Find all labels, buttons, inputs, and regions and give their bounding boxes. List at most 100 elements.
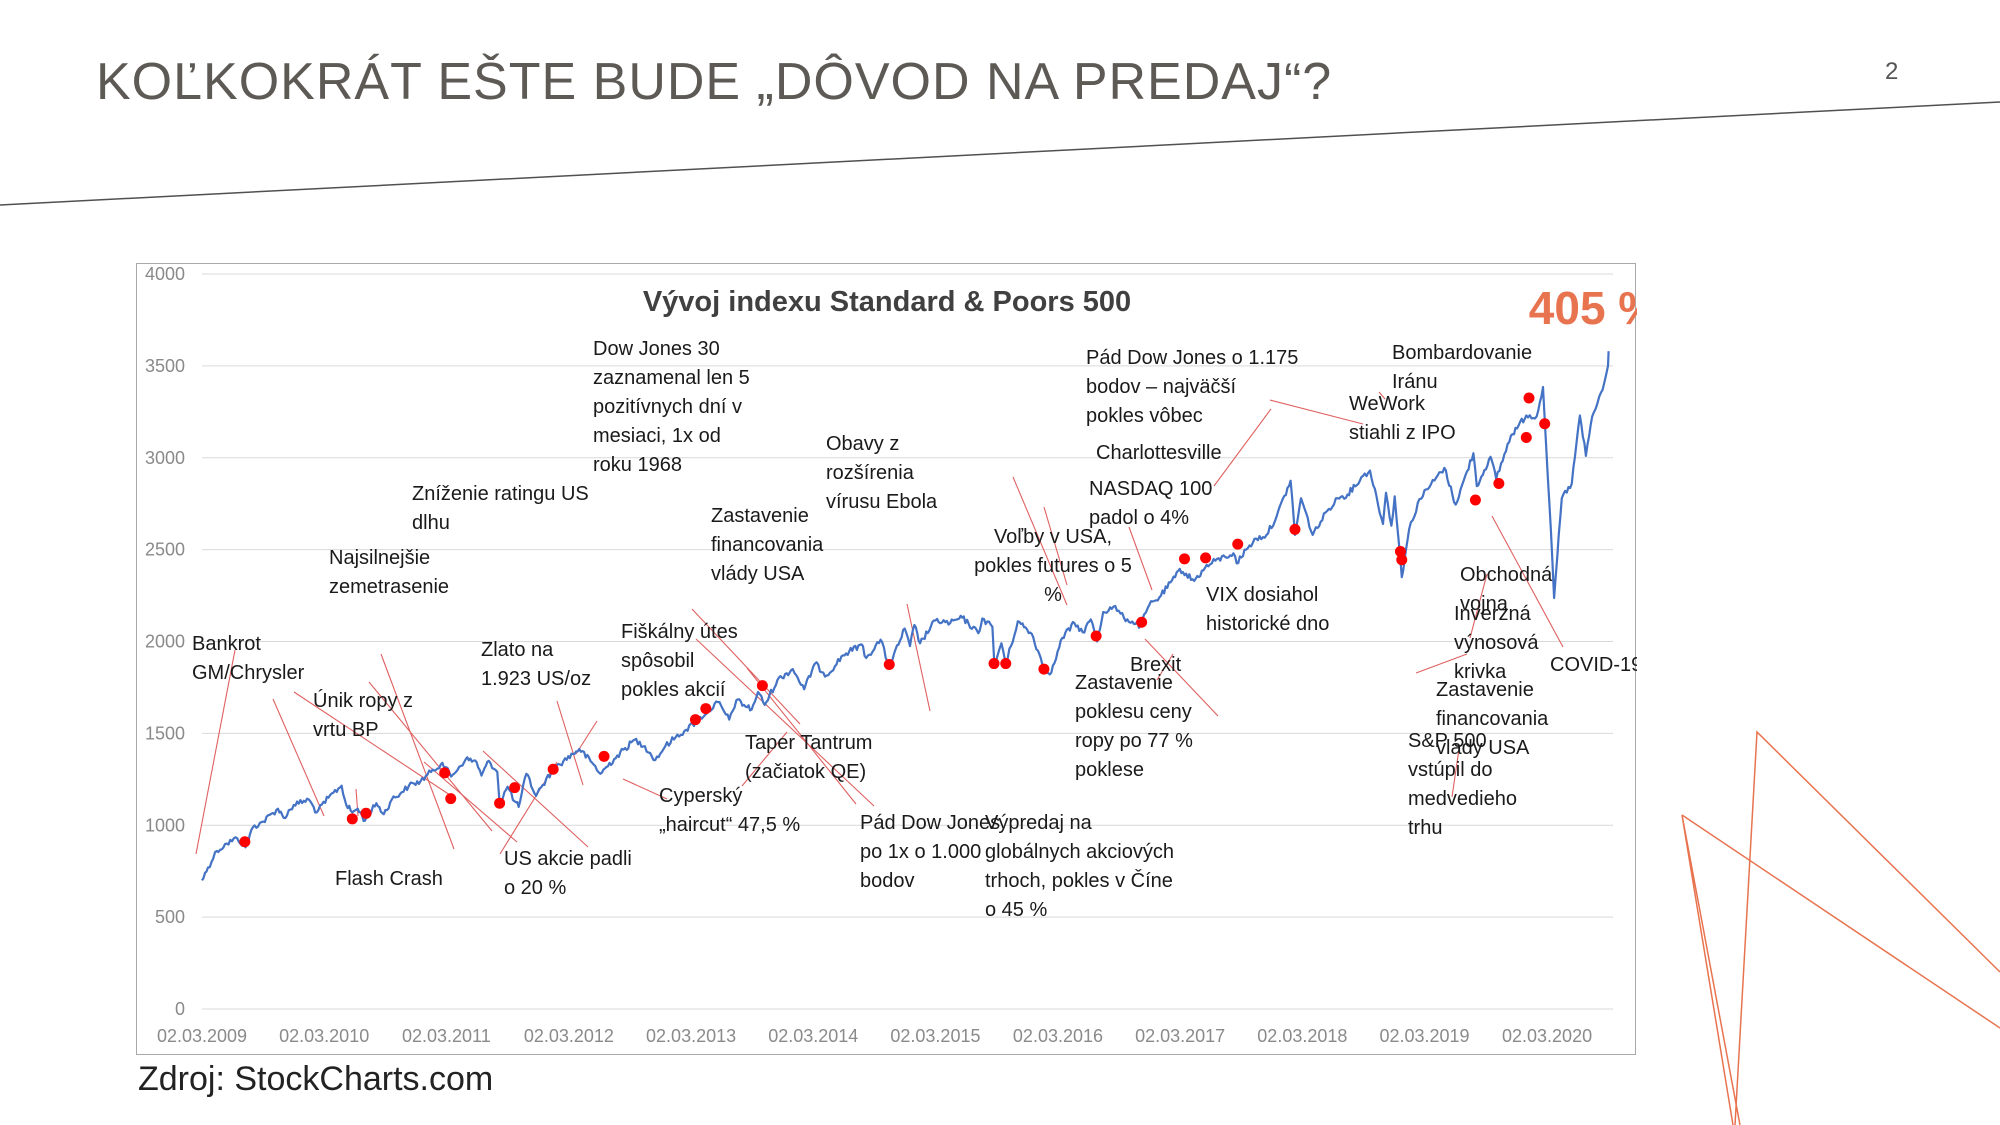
x-tick-label: 02.03.2018 — [1257, 1026, 1347, 1046]
sp500-series-line — [201, 351, 1610, 882]
sp500-chart: 0 500 1000 1500 2000 2500 3000 3500 4000 02.03.2… — [145, 264, 1637, 1046]
annotation-line: vlády USA — [1436, 737, 1530, 759]
annotation-line: financovania — [711, 534, 824, 556]
event-marker — [360, 807, 372, 819]
annotation-leader-line — [355, 788, 359, 817]
annotation-label: Výpredaj na globálnych akciových trhoch, p… — [985, 812, 1174, 921]
event-marker — [598, 750, 610, 762]
y-tick-label: 3000 — [145, 448, 185, 468]
event-marker — [439, 767, 451, 779]
event-marker — [1038, 663, 1050, 675]
decorative-zigzag-line-2 — [1734, 730, 2000, 1125]
event-marker — [547, 763, 559, 775]
annotation-line: Brexit — [1130, 654, 1182, 676]
event-marker — [1136, 616, 1148, 628]
annotation-label: Flash Crash — [335, 868, 443, 890]
annotation-leader-line — [746, 667, 857, 805]
x-tick-label: 02.03.2019 — [1379, 1026, 1469, 1046]
annotation-label: Bombardovanie Iránu — [1392, 342, 1532, 393]
annotation-line: pokles akcií — [621, 679, 726, 701]
event-marker — [883, 658, 895, 670]
annotation-line: rozšírenia — [826, 462, 915, 484]
event-marker — [1539, 418, 1551, 430]
annotation-line: % — [1044, 584, 1062, 606]
x-tick-label: 02.03.2015 — [890, 1026, 980, 1046]
annotation-line: WeWork — [1349, 393, 1426, 415]
annotation-leader-line — [1269, 399, 1364, 425]
event-marker — [756, 680, 768, 692]
annotation-leader-line — [1469, 573, 1488, 639]
annotation-line: o 45 % — [985, 899, 1047, 921]
event-marker — [445, 793, 457, 805]
annotation-leader-line — [1012, 476, 1068, 606]
annotation-line: pozitívnych dní v — [593, 396, 742, 418]
annotation-line: ropy po 77 % — [1075, 730, 1193, 752]
x-tick-label: 02.03.2014 — [768, 1026, 858, 1046]
annotation-line: US akcie padli — [504, 848, 632, 870]
annotation-line: (začiatok QE) — [745, 761, 866, 783]
event-marker — [1394, 545, 1406, 557]
annotation-line: dlhu — [412, 512, 450, 534]
grid-layer — [202, 273, 1613, 1010]
annotation-line: COVID-19 — [1550, 654, 1637, 676]
annotation-line: poklese — [1075, 759, 1144, 781]
annotation-leader-line — [695, 638, 875, 807]
annotation-line: Dow Jones 30 — [593, 338, 720, 360]
annotation-label: Pád Dow Jones po 1x o 1.000 bodov — [860, 812, 1000, 892]
x-tick-label: 02.03.2017 — [1135, 1026, 1225, 1046]
annotation-label: Taper Tantrum (začiatok QE) — [745, 732, 872, 783]
annotation-line: VIX dosiahol — [1206, 584, 1318, 606]
annotation-leader-line — [380, 653, 455, 850]
annotation-label: S&P 500 vstúpil do medvedieho trhu — [1408, 730, 1517, 839]
annotation-line: NASDAQ 100 — [1089, 478, 1212, 500]
annotation-label: Dow Jones 30 zaznamenal len 5 pozitívnych … — [593, 338, 750, 476]
annotation-line: Inverzná — [1454, 603, 1532, 625]
annotation-line: Bombardovanie — [1392, 342, 1532, 364]
annotation-line: bodov – najväčší — [1086, 376, 1237, 398]
x-tick-label: 02.03.2020 — [1502, 1026, 1592, 1046]
annotation-label: Zastavenie financovania vlády USA — [711, 505, 824, 585]
annotation-line: mesiaci, 1x od — [593, 425, 721, 447]
annotation-label: Zníženie ratingu US dlhu — [412, 483, 589, 534]
x-tick-label: 02.03.2010 — [279, 1026, 369, 1046]
y-axis-ticks: 0 500 1000 1500 2000 2500 3000 3500 4000 — [145, 264, 185, 1019]
annotation-line: Zlato na — [481, 639, 554, 661]
annotation-leader-line — [622, 778, 668, 800]
x-tick-label: 02.03.2012 — [524, 1026, 614, 1046]
x-tick-label: 02.03.2011 — [402, 1026, 491, 1046]
annotation-line: Pád Dow Jones — [860, 812, 1000, 834]
annotation-line: pokles futures o 5 — [974, 555, 1132, 577]
event-marker — [1232, 538, 1244, 550]
event-marker — [1090, 630, 1102, 642]
annotation-line: trhu — [1408, 817, 1442, 839]
annotation-label: Obavy z rozšírenia vírusu Ebola — [826, 433, 938, 513]
annotation-line: historické dno — [1206, 613, 1329, 635]
annotation-line: Obchodná — [1460, 564, 1553, 586]
annotation-leader-line — [556, 700, 584, 786]
annotation-label: Fiškálny útes spôsobil pokles akcií — [621, 621, 738, 701]
annotation-line: GM/Chrysler — [192, 662, 305, 684]
event-marker — [689, 714, 701, 726]
annotation-label: NASDAQ 100 padol o 4% — [1089, 478, 1212, 529]
annotation-label: Inverzná výnosová krivka — [1454, 603, 1539, 683]
event-marker — [1200, 552, 1212, 564]
annotation-line: bodov — [860, 870, 915, 892]
annotation-line: pokles vôbec — [1086, 405, 1203, 427]
y-tick-label: 500 — [155, 907, 185, 927]
annotation-leader-line — [1213, 408, 1272, 487]
event-marker — [509, 782, 521, 794]
y-tick-label: 1000 — [145, 815, 185, 835]
annotation-line: Obavy z — [826, 433, 899, 455]
annotation-leader-line — [1144, 638, 1219, 717]
event-marker — [346, 813, 358, 825]
annotation-label: Zlato na 1.923 US/oz — [481, 639, 591, 690]
event-markers — [239, 392, 1551, 848]
annotation-line: vojna — [1460, 593, 1509, 615]
annotation-leader-line — [272, 698, 325, 817]
x-tick-label: 02.03.2016 — [1013, 1026, 1103, 1046]
annotation-label: COVID-19 — [1550, 654, 1637, 676]
chart-title: Vývoj indexu Standard & Poors 500 — [643, 286, 1131, 318]
x-tick-label: 02.03.2013 — [646, 1026, 736, 1046]
annotation-line: vrtu BP — [313, 719, 379, 741]
